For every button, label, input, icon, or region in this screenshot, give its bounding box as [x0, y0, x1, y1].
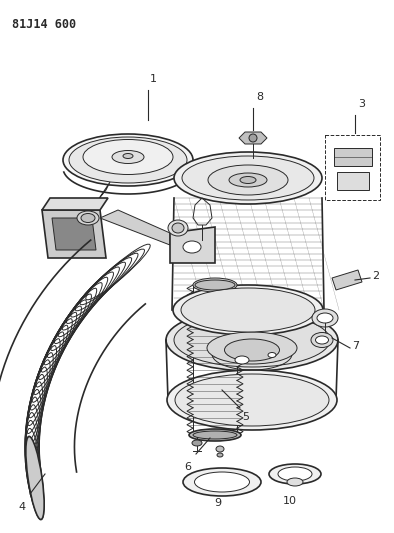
Ellipse shape: [166, 309, 338, 371]
Polygon shape: [42, 210, 106, 258]
Ellipse shape: [287, 478, 303, 486]
Text: 9: 9: [214, 498, 221, 508]
Polygon shape: [42, 198, 108, 210]
Ellipse shape: [278, 467, 312, 481]
Ellipse shape: [217, 453, 223, 457]
Ellipse shape: [269, 464, 321, 484]
Text: 5: 5: [242, 412, 249, 422]
Ellipse shape: [317, 313, 333, 323]
Ellipse shape: [249, 134, 257, 142]
Ellipse shape: [312, 309, 338, 327]
Text: 8: 8: [256, 92, 263, 102]
Ellipse shape: [81, 214, 95, 222]
Ellipse shape: [112, 150, 144, 164]
Ellipse shape: [174, 313, 330, 367]
Polygon shape: [239, 132, 267, 144]
Text: 10: 10: [283, 496, 297, 506]
Ellipse shape: [240, 176, 256, 183]
Text: 81J14 600: 81J14 600: [12, 18, 76, 31]
Ellipse shape: [182, 156, 314, 200]
Ellipse shape: [173, 285, 323, 335]
Ellipse shape: [193, 431, 237, 439]
Polygon shape: [332, 270, 362, 290]
Ellipse shape: [181, 288, 315, 332]
Ellipse shape: [189, 429, 241, 441]
Ellipse shape: [195, 280, 235, 290]
Ellipse shape: [268, 352, 276, 358]
Ellipse shape: [208, 165, 288, 195]
Ellipse shape: [26, 437, 44, 520]
Polygon shape: [52, 218, 96, 250]
Bar: [337, 172, 369, 190]
Ellipse shape: [69, 137, 187, 183]
Polygon shape: [80, 182, 110, 222]
Text: 3: 3: [358, 99, 365, 109]
FancyBboxPatch shape: [325, 135, 380, 200]
Ellipse shape: [168, 220, 188, 236]
Ellipse shape: [172, 223, 184, 233]
Ellipse shape: [193, 278, 237, 292]
Ellipse shape: [229, 173, 267, 187]
Ellipse shape: [174, 152, 322, 204]
Ellipse shape: [183, 468, 261, 496]
Ellipse shape: [216, 446, 224, 452]
Ellipse shape: [63, 134, 193, 186]
Bar: [334, 148, 372, 166]
Text: 7: 7: [352, 341, 359, 351]
Text: 4: 4: [19, 502, 26, 512]
Text: 2: 2: [372, 271, 379, 281]
Polygon shape: [100, 210, 170, 245]
Ellipse shape: [83, 140, 173, 174]
Text: 1: 1: [150, 74, 157, 84]
Ellipse shape: [207, 332, 297, 364]
Ellipse shape: [235, 356, 249, 364]
Ellipse shape: [195, 472, 249, 492]
Ellipse shape: [311, 333, 333, 348]
Polygon shape: [170, 227, 215, 263]
Ellipse shape: [192, 440, 202, 446]
Text: 6: 6: [184, 462, 191, 472]
Ellipse shape: [183, 241, 201, 253]
Ellipse shape: [175, 374, 329, 426]
Ellipse shape: [167, 370, 337, 430]
Ellipse shape: [77, 211, 99, 225]
Ellipse shape: [316, 336, 329, 344]
Ellipse shape: [225, 339, 279, 361]
Ellipse shape: [123, 154, 133, 158]
